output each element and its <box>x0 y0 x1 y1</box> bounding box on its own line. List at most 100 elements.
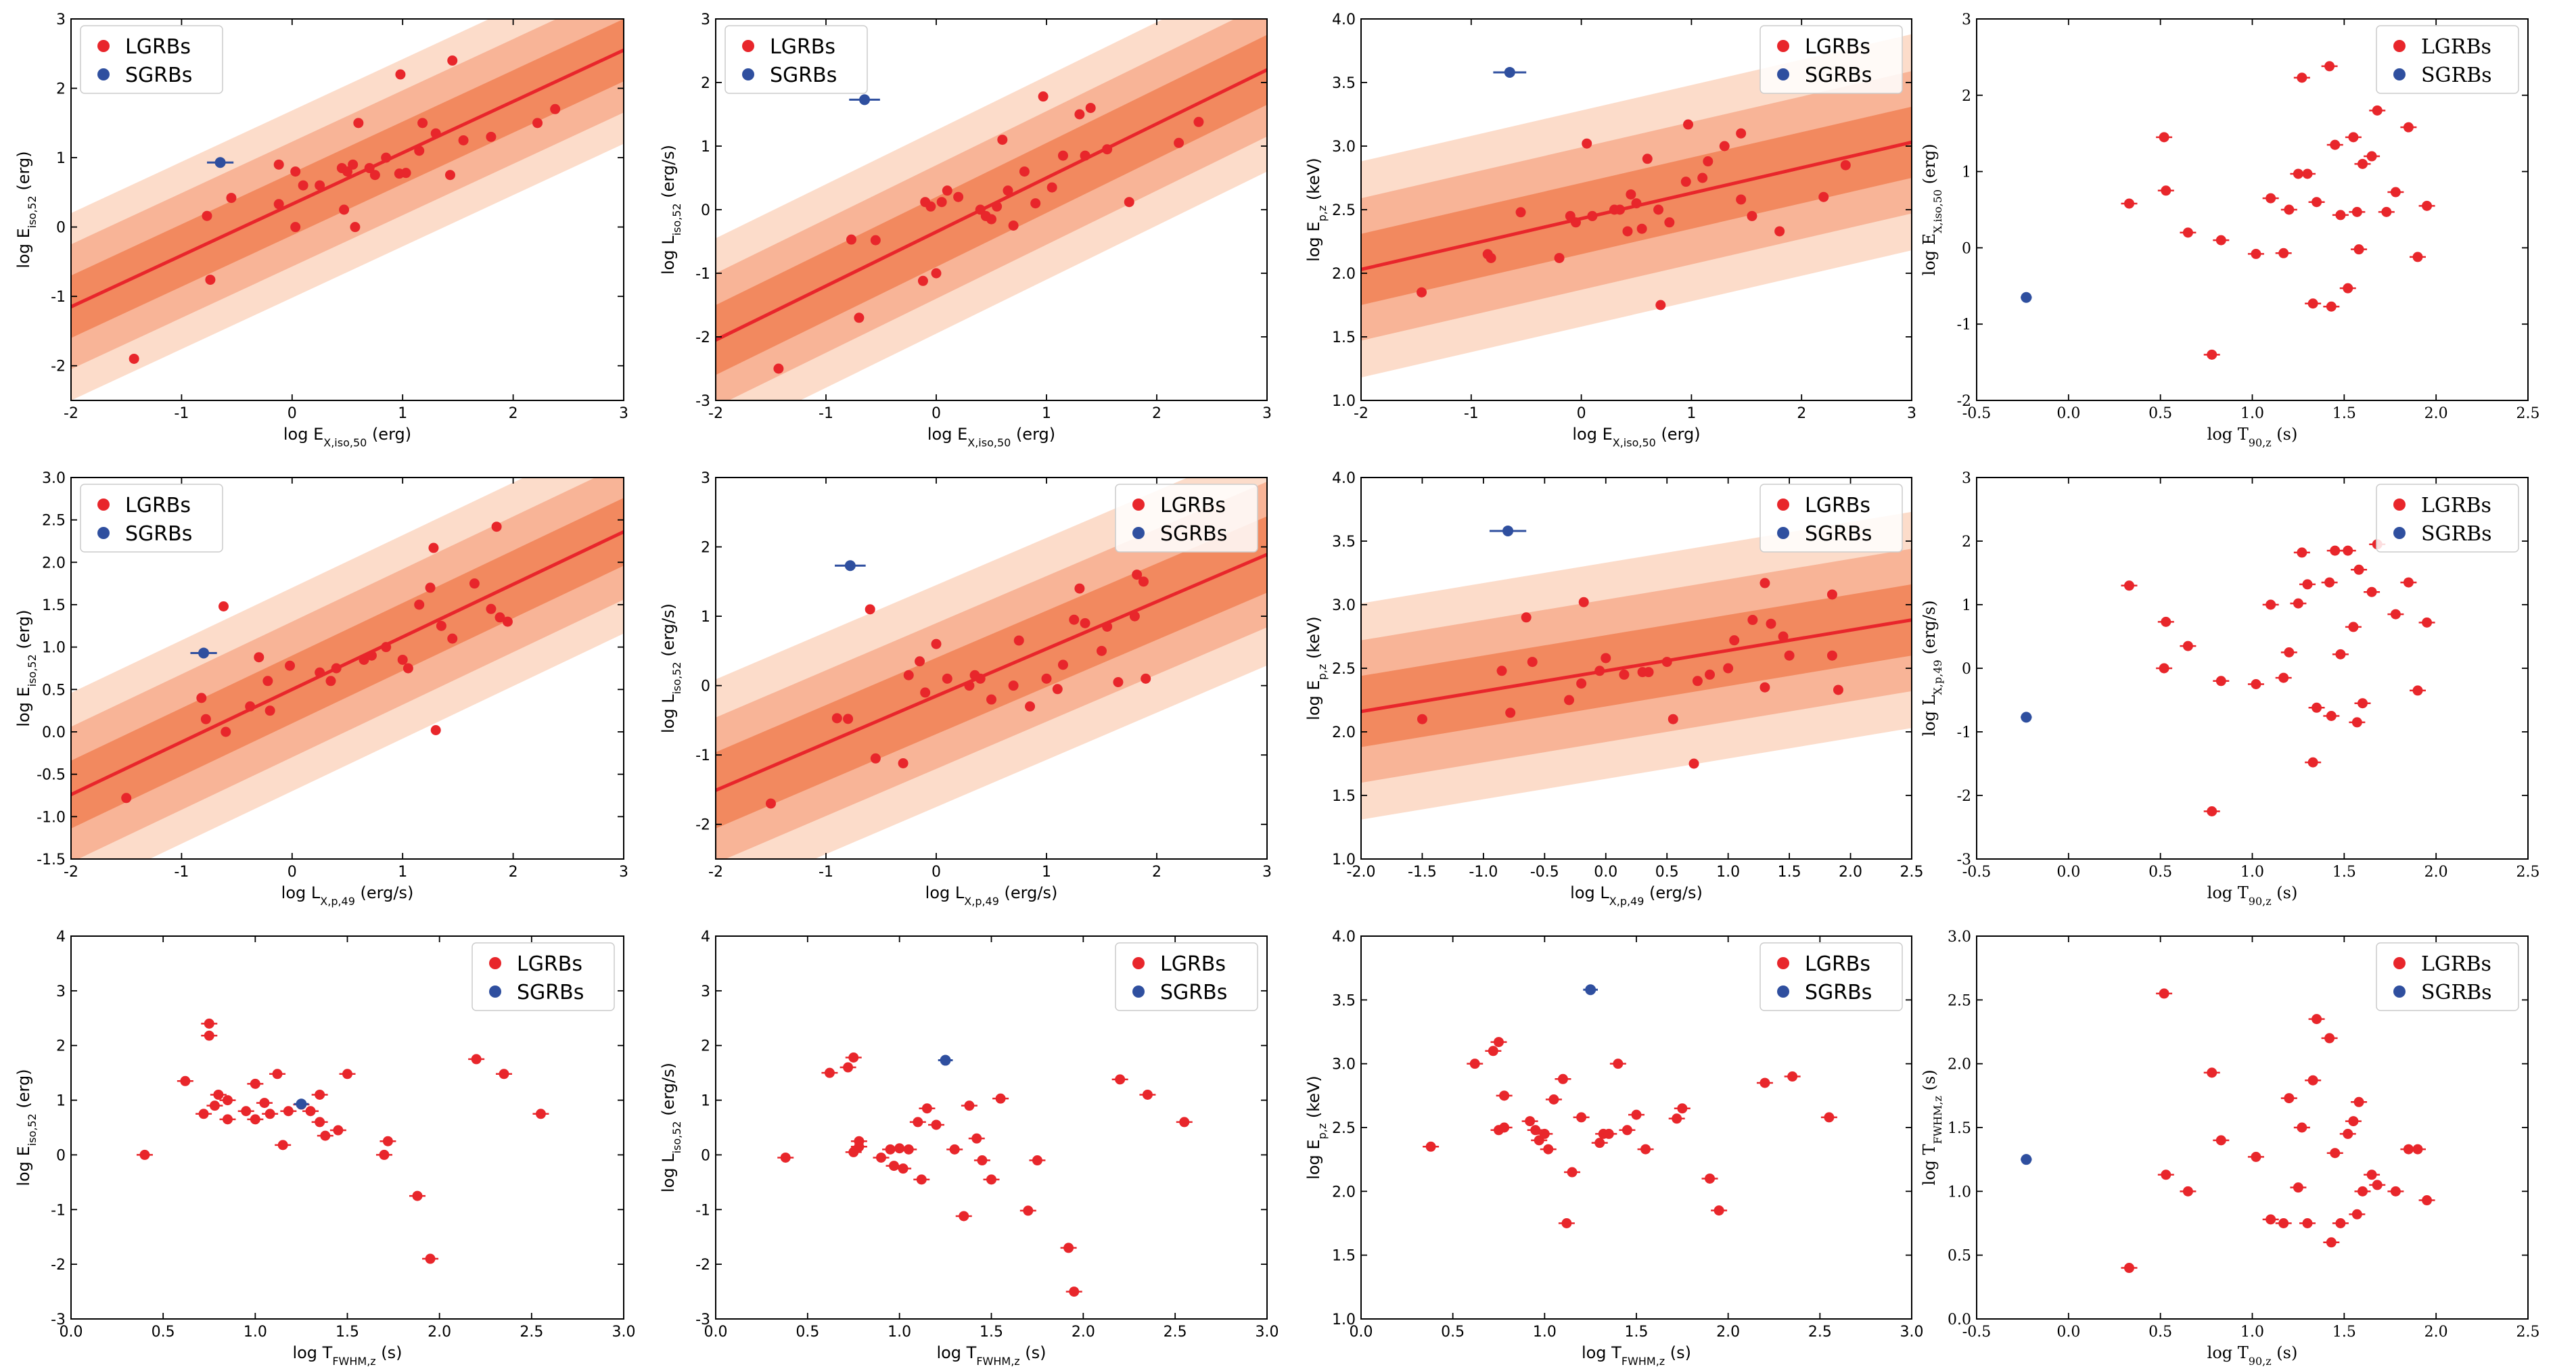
legend-sgrb-marker <box>2393 985 2406 998</box>
plot-area <box>1361 511 1912 820</box>
y-tick-label: 0.0 <box>1948 1312 1971 1328</box>
lgrb-point <box>824 1067 835 1078</box>
lgrb-point <box>986 214 996 225</box>
legend-sgrb-label: SGRBs <box>770 64 837 87</box>
legend-lgrb-label: LGRBs <box>1805 494 1870 517</box>
lgrb-point <box>931 639 942 649</box>
lgrb-point <box>395 69 406 80</box>
lgrb-point <box>2326 301 2337 312</box>
x-tick-label: 2.0 <box>428 1324 451 1341</box>
x-tick-label: 1.5 <box>1625 1324 1649 1341</box>
lgrb-point <box>1613 1059 1624 1069</box>
lgrb-point <box>382 1136 393 1146</box>
panel-p23: -2.0 -1.5 -1.0 -0.5 0.0 0.5 1.0 1.5 2.0 2.5 1.0 1.5… <box>1304 470 1924 908</box>
lgrb-point <box>1046 182 1057 193</box>
x-tick-label: 1 <box>1686 405 1696 422</box>
lgrb-point <box>1736 128 1747 139</box>
lgrb-point <box>2366 151 2377 162</box>
lgrb-point <box>2351 717 2362 728</box>
lgrb-point <box>491 521 502 532</box>
lgrb-point <box>366 650 377 661</box>
lgrb-point <box>1074 109 1085 120</box>
lgrb-point <box>2358 158 2368 169</box>
legend-box <box>1115 942 1258 1011</box>
legend-lgrb-marker <box>1132 957 1145 969</box>
lgrb-point <box>2381 206 2392 217</box>
lgrb-point <box>1115 1074 1126 1085</box>
lgrb-point <box>1680 177 1691 187</box>
lgrb-point <box>1576 678 1587 689</box>
sgrb-point <box>2021 292 2032 303</box>
x-tick-label: 0.5 <box>2148 405 2172 422</box>
lgrb-point <box>1521 612 1532 623</box>
lgrb-point <box>942 673 952 684</box>
lgrb-point <box>1729 635 1740 646</box>
lgrb-point <box>2335 210 2346 221</box>
sgrb-point <box>214 157 226 168</box>
lgrb-point <box>486 131 497 142</box>
lgrb-point <box>2422 1195 2433 1206</box>
lgrb-point <box>320 1130 331 1141</box>
lgrb-point <box>1129 611 1140 622</box>
legend-box <box>1115 484 1258 553</box>
lgrb-point <box>2390 1186 2401 1197</box>
legend-lgrb-marker <box>2393 40 2406 52</box>
lgrb-point <box>971 1133 982 1144</box>
lgrb-point <box>2284 204 2295 215</box>
lgrb-point <box>942 185 952 196</box>
legend-lgrb-label: LGRBs <box>1160 494 1226 517</box>
legend-lgrb-label: LGRBs <box>1805 35 1870 59</box>
y-axis-label: log Liso,52 (erg/s) <box>659 1063 683 1192</box>
lgrb-point <box>2284 1093 2295 1104</box>
lgrb-point <box>2312 702 2322 713</box>
x-axis-label: log EX,iso,50 (erg) <box>1572 425 1700 449</box>
y-tick-label: 1 <box>56 150 66 167</box>
x-tick-label: -1 <box>819 864 833 881</box>
lgrb-point <box>2182 641 2193 651</box>
x-axis-label: log LX,p,49 (erg/s) <box>925 883 1058 908</box>
lgrb-point <box>2372 105 2383 116</box>
lgrb-point <box>2358 698 2368 709</box>
lgrb-point <box>1578 597 1589 607</box>
plot-area <box>777 1052 1193 1297</box>
lgrb-point <box>854 1141 865 1152</box>
lgrb-point <box>2372 1180 2383 1190</box>
lgrb-point <box>1032 1155 1042 1166</box>
y-tick-label: 1 <box>701 1093 710 1110</box>
legend: LGRBs SGRBs <box>2376 484 2519 553</box>
y-tick-label: 1 <box>701 139 710 156</box>
y-tick-label: 2.0 <box>42 555 66 572</box>
x-axis-label: log TFWHM,z (s) <box>292 1343 402 1368</box>
x-tick-label: 0.0 <box>2056 1324 2080 1341</box>
lgrb-point <box>264 1109 275 1119</box>
lgrb-point <box>290 166 301 177</box>
legend-sgrb-label: SGRBs <box>2421 64 2492 87</box>
lgrb-point <box>2207 1067 2217 1078</box>
lgrb-point <box>290 222 301 233</box>
plot-area <box>716 19 1267 400</box>
lgrb-point <box>2159 988 2169 999</box>
lgrb-point <box>1008 680 1019 691</box>
lgrb-point <box>315 1089 325 1100</box>
x-tick-label: 2.5 <box>2516 864 2540 881</box>
lgrb-point <box>200 714 211 724</box>
lgrb-point <box>430 128 441 139</box>
lgrb-point <box>1636 223 1647 234</box>
axes-frame <box>715 477 1268 860</box>
lgrb-point <box>1594 1138 1605 1148</box>
lgrb-point <box>333 1125 344 1136</box>
lgrb-point <box>1603 1128 1614 1139</box>
y-tick-label: 2.0 <box>1948 1057 1971 1073</box>
lgrb-point <box>986 694 996 705</box>
lgrb-point <box>843 1062 854 1073</box>
lgrb-point <box>1417 714 1427 724</box>
x-tick-label: 1.0 <box>1533 1324 1557 1341</box>
lgrb-point <box>1564 695 1575 705</box>
x-tick-label: 1.5 <box>980 1324 1003 1341</box>
y-tick-label: 2 <box>701 1038 710 1055</box>
legend-lgrb-marker <box>1777 498 1789 511</box>
lgrb-point <box>1557 1073 1568 1084</box>
lgrb-point <box>1085 103 1096 114</box>
legend-lgrb-marker <box>1777 40 1789 52</box>
